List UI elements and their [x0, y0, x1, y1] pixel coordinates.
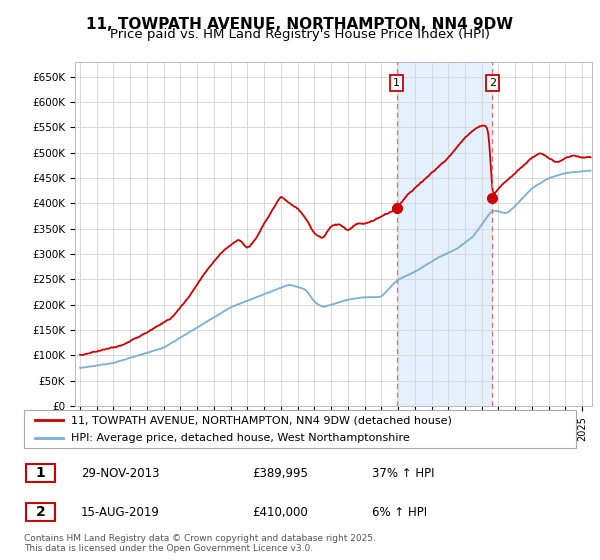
Text: 1: 1	[35, 466, 46, 480]
Text: Price paid vs. HM Land Registry's House Price Index (HPI): Price paid vs. HM Land Registry's House …	[110, 28, 490, 41]
Text: 29-NOV-2013: 29-NOV-2013	[81, 466, 160, 480]
Text: 11, TOWPATH AVENUE, NORTHAMPTON, NN4 9DW (detached house): 11, TOWPATH AVENUE, NORTHAMPTON, NN4 9DW…	[71, 415, 452, 425]
Text: 37% ↑ HPI: 37% ↑ HPI	[372, 466, 434, 480]
Text: 2: 2	[488, 78, 496, 88]
Text: 1: 1	[393, 78, 400, 88]
Text: 11, TOWPATH AVENUE, NORTHAMPTON, NN4 9DW: 11, TOWPATH AVENUE, NORTHAMPTON, NN4 9DW	[86, 17, 514, 32]
Text: £410,000: £410,000	[252, 506, 308, 519]
FancyBboxPatch shape	[26, 464, 55, 482]
Text: £389,995: £389,995	[252, 466, 308, 480]
FancyBboxPatch shape	[24, 410, 576, 448]
Text: Contains HM Land Registry data © Crown copyright and database right 2025.
This d: Contains HM Land Registry data © Crown c…	[24, 534, 376, 553]
Text: HPI: Average price, detached house, West Northamptonshire: HPI: Average price, detached house, West…	[71, 433, 410, 443]
Text: 2: 2	[35, 505, 46, 520]
Text: 6% ↑ HPI: 6% ↑ HPI	[372, 506, 427, 519]
FancyBboxPatch shape	[26, 503, 55, 521]
Bar	[397, 62, 492, 406]
Text: 15-AUG-2019: 15-AUG-2019	[81, 506, 160, 519]
